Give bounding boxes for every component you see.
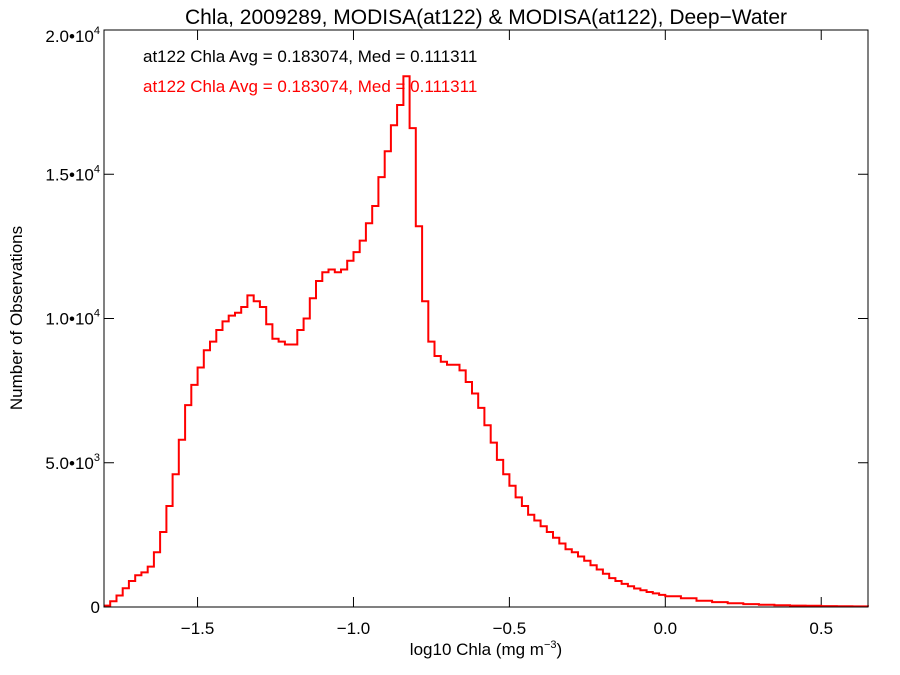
y-tick-label-base: 5.0•10: [45, 454, 94, 473]
x-tick-label: −0.5: [493, 619, 527, 638]
y-tick-label: 1.0•104: [45, 308, 100, 329]
x-axis-label-main: log10 Chla (mg m: [410, 640, 544, 659]
x-axis-label: log10 Chla (mg m−3): [410, 639, 562, 659]
x-axis-label-suffix: ): [557, 640, 563, 659]
y-tick-label-base: 2.0•10: [45, 27, 94, 46]
y-tick-label-exponent: 4: [94, 308, 100, 320]
plot-frame: [103, 29, 869, 608]
y-tick-label: 1.5•104: [45, 163, 100, 184]
y-tick-label-exponent: 3: [94, 452, 100, 464]
y-axis-label: Number of Observations: [7, 226, 26, 410]
annotation-red: at122 Chla Avg = 0.183074, Med = 0.11131…: [143, 77, 477, 96]
plot-series: [104, 75, 869, 608]
x-axis-ticks: −1.5 −1.0 −0.5 0.0 0.5: [181, 30, 833, 638]
x-axis-label-superscript: −3: [544, 639, 557, 651]
chart-title: Chla, 2009289, MODISA(at122) & MODISA(at…: [185, 6, 787, 29]
annotation-black: at122 Chla Avg = 0.183074, Med = 0.11131…: [143, 47, 477, 66]
histogram-step-line: [104, 75, 869, 608]
x-tick-label: 0.0: [653, 619, 677, 638]
y-tick-label-base: 1.5•10: [45, 165, 94, 184]
y-tick-label-exponent: 4: [94, 163, 100, 175]
x-tick-label: 0.5: [809, 619, 833, 638]
y-tick-label-base: 1.0•10: [45, 310, 94, 329]
y-tick-label: 5.0•103: [45, 452, 100, 473]
y-tick-label-base: 0: [91, 598, 100, 617]
y-tick-label: 2.0•104: [45, 25, 100, 46]
y-tick-label-exponent: 4: [94, 25, 100, 37]
x-tick-label: −1.0: [337, 619, 371, 638]
x-tick-label: −1.5: [181, 619, 215, 638]
y-tick-label: 0: [91, 598, 100, 617]
